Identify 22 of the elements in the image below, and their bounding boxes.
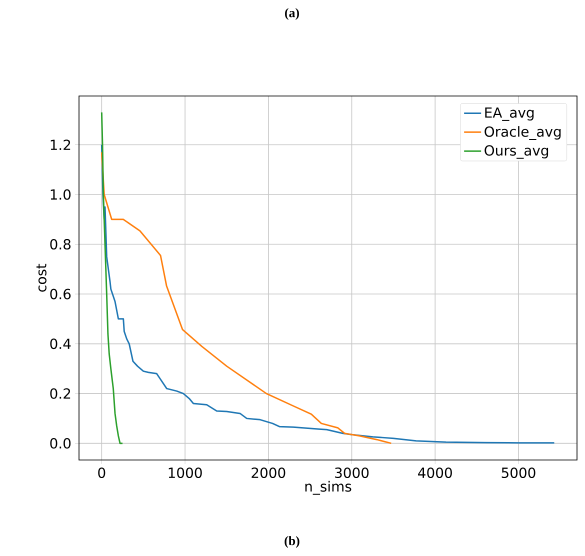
x-tick-label: 2000 [252, 468, 286, 478]
y-tick-label: 0.0 [50, 438, 71, 449]
legend-label: Oracle_avg [484, 126, 561, 140]
x-tick-label: 4000 [418, 468, 452, 478]
y-tick-label: 0.4 [50, 338, 71, 350]
line-series [100, 151, 392, 444]
y-tick-label: 1.0 [50, 189, 71, 200]
line-series [100, 112, 124, 444]
y-tick-label: 0.8 [50, 238, 71, 250]
y-tick-label: 0.2 [50, 388, 70, 399]
x-tick-label: 5000 [502, 468, 536, 478]
y-axis-title: cost [36, 264, 46, 292]
x-tick-label: 0 [98, 468, 106, 478]
text: (b) [284, 536, 300, 548]
legend-label: Ours_avg [484, 145, 548, 159]
x-tick-label: 1000 [168, 468, 202, 478]
y-tick-label: 1.2 [50, 140, 70, 150]
text: (a) [285, 8, 299, 20]
x-tick-label: 3000 [335, 468, 369, 478]
legend-label: EA_avg [485, 107, 534, 121]
x-axis-title: n_sims [305, 480, 352, 495]
y-tick-label: 0.6 [50, 288, 71, 300]
